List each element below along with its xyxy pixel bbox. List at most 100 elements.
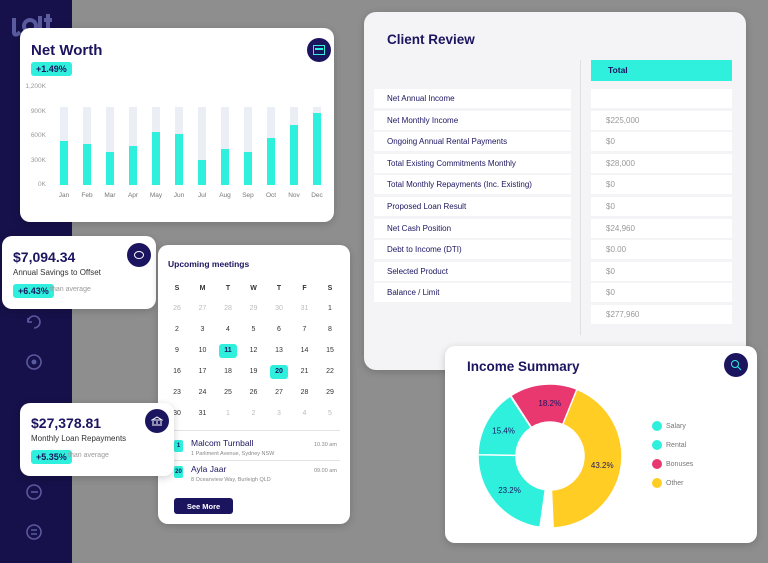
- calendar-day[interactable]: 29: [249, 305, 258, 312]
- bar-may[interactable]: [152, 131, 160, 185]
- calendar-day[interactable]: 27: [198, 305, 207, 312]
- bar-nov[interactable]: [290, 124, 298, 185]
- bar-dec[interactable]: [313, 113, 321, 185]
- donut-data-label: 43.2%: [591, 461, 614, 470]
- calendar-day[interactable]: 23: [173, 389, 181, 396]
- calendar-day[interactable]: 28: [300, 389, 309, 396]
- calendar-day[interactable]: 10: [198, 347, 207, 354]
- calendar-day[interactable]: 27: [275, 389, 283, 396]
- target-icon[interactable]: [22, 350, 46, 374]
- calendar-day[interactable]: 6: [277, 326, 281, 333]
- meeting-date-badge: 20: [174, 466, 183, 478]
- calendar-day[interactable]: 17: [198, 368, 207, 375]
- x-tick-label: Jan: [58, 192, 70, 199]
- bar-jan[interactable]: [60, 140, 68, 185]
- monthly-loan-card: $27,378.81 Monthly Loan Repayments +5.35…: [20, 403, 174, 476]
- annual-savings-card: $7,094.34 Annual Savings to Offset +6.43…: [2, 236, 156, 309]
- calendar-day[interactable]: 31: [300, 305, 309, 312]
- calendar-day[interactable]: 20: [270, 365, 288, 379]
- calendar-day[interactable]: 30: [275, 305, 283, 312]
- bank-card-icon[interactable]: [307, 38, 331, 62]
- net-worth-change-badge: +1.49%: [31, 62, 72, 76]
- bar-mar[interactable]: [106, 151, 114, 185]
- calendar-day[interactable]: 31: [198, 410, 207, 417]
- calendar-day[interactable]: 3: [277, 410, 281, 417]
- calendar-day[interactable]: 19: [249, 368, 258, 375]
- report-icon[interactable]: [22, 520, 46, 544]
- weekday-header: W: [250, 285, 257, 292]
- income-donut-chart: 23.2% 15.4% 18.2% 43.2%: [477, 383, 623, 529]
- calendar-day[interactable]: 13: [275, 347, 283, 354]
- calendar-day[interactable]: 16: [173, 368, 181, 375]
- weekday-header: M: [199, 285, 206, 292]
- calendar-day[interactable]: 9: [175, 347, 179, 354]
- calendar-day[interactable]: 30: [173, 410, 181, 417]
- bar-feb[interactable]: [83, 144, 91, 185]
- review-row-label: Total Monthly Repayments (Inc. Existing): [374, 175, 571, 195]
- calendar-day[interactable]: 4: [302, 410, 307, 417]
- calendar-day[interactable]: 29: [326, 389, 334, 396]
- donut-data-label: 18.2%: [538, 399, 561, 408]
- savings-note: than average: [50, 286, 91, 293]
- calendar-day[interactable]: 2: [251, 410, 256, 417]
- legend-swatch: [652, 478, 662, 488]
- calendar-day[interactable]: 3: [200, 326, 205, 333]
- meeting-time: 09.00 am: [314, 468, 337, 474]
- see-more-button[interactable]: See More: [174, 498, 233, 514]
- calendar-day[interactable]: 24: [198, 389, 207, 396]
- weekday-header: S: [327, 285, 333, 292]
- calendar-day[interactable]: 8: [328, 326, 332, 333]
- x-tick-label: Jul: [197, 192, 207, 199]
- legend-item-rental: Rental: [652, 440, 686, 450]
- calendar-day[interactable]: 26: [249, 389, 258, 396]
- bar-jun[interactable]: [175, 133, 183, 185]
- donut-data-label: 15.4%: [492, 427, 515, 436]
- bar-background: [106, 107, 114, 185]
- donut-slice-other[interactable]: [550, 388, 623, 529]
- calendar-day[interactable]: 15: [326, 347, 334, 354]
- legend-label: Salary: [666, 422, 686, 430]
- calendar-day[interactable]: 11: [219, 344, 237, 358]
- calendar-day[interactable]: 1: [328, 305, 332, 312]
- bar-aug[interactable]: [221, 149, 229, 185]
- bar-sep[interactable]: [244, 152, 252, 185]
- loan-note: than average: [68, 452, 109, 459]
- refresh-icon[interactable]: [22, 310, 46, 334]
- calendar-day[interactable]: 5: [251, 326, 256, 333]
- calendar-day[interactable]: 18: [224, 368, 232, 375]
- calendar-day[interactable]: 28: [224, 305, 232, 312]
- bar-apr[interactable]: [129, 145, 137, 185]
- x-tick-label: Aug: [219, 192, 231, 199]
- meeting-date-badge: 1: [174, 440, 183, 452]
- calendar-day[interactable]: 14: [300, 347, 309, 354]
- legend-swatch: [652, 421, 662, 431]
- review-row-value: $28,000: [591, 153, 732, 173]
- calendar-day[interactable]: 4: [226, 326, 230, 333]
- weekday-header: T: [225, 285, 231, 292]
- loan-change-badge: +5.35%: [31, 450, 72, 464]
- meeting-name[interactable]: Ayla Jaar: [191, 464, 227, 474]
- legend-label: Other: [666, 479, 684, 487]
- calendar-day[interactable]: 21: [300, 368, 309, 375]
- calendar-day[interactable]: 12: [249, 347, 258, 354]
- calendar-day[interactable]: 5: [328, 410, 332, 417]
- calendar-day[interactable]: 7: [302, 326, 307, 333]
- calendar-day[interactable]: 1: [226, 410, 230, 417]
- calendar-day[interactable]: 25: [224, 389, 232, 396]
- coin-icon[interactable]: [22, 480, 46, 504]
- bar-oct[interactable]: [267, 138, 275, 185]
- meeting-name[interactable]: Malcom Turnball: [191, 438, 254, 448]
- x-tick-label: May: [149, 192, 163, 199]
- weekday-header: F: [302, 285, 307, 292]
- bank-icon[interactable]: [145, 409, 169, 433]
- savings-label: Annual Savings to Offset: [13, 268, 101, 277]
- calendar-day[interactable]: 26: [173, 305, 181, 312]
- search-dollar-icon[interactable]: [724, 353, 748, 377]
- bar-jul[interactable]: [198, 159, 206, 185]
- review-row-value: $0: [591, 197, 732, 216]
- piggy-bank-icon[interactable]: [127, 243, 151, 267]
- calendar-day[interactable]: 2: [175, 326, 179, 333]
- savings-value: $7,094.34: [13, 249, 76, 265]
- review-row-value: $0: [591, 261, 732, 281]
- calendar-day[interactable]: 22: [326, 368, 334, 375]
